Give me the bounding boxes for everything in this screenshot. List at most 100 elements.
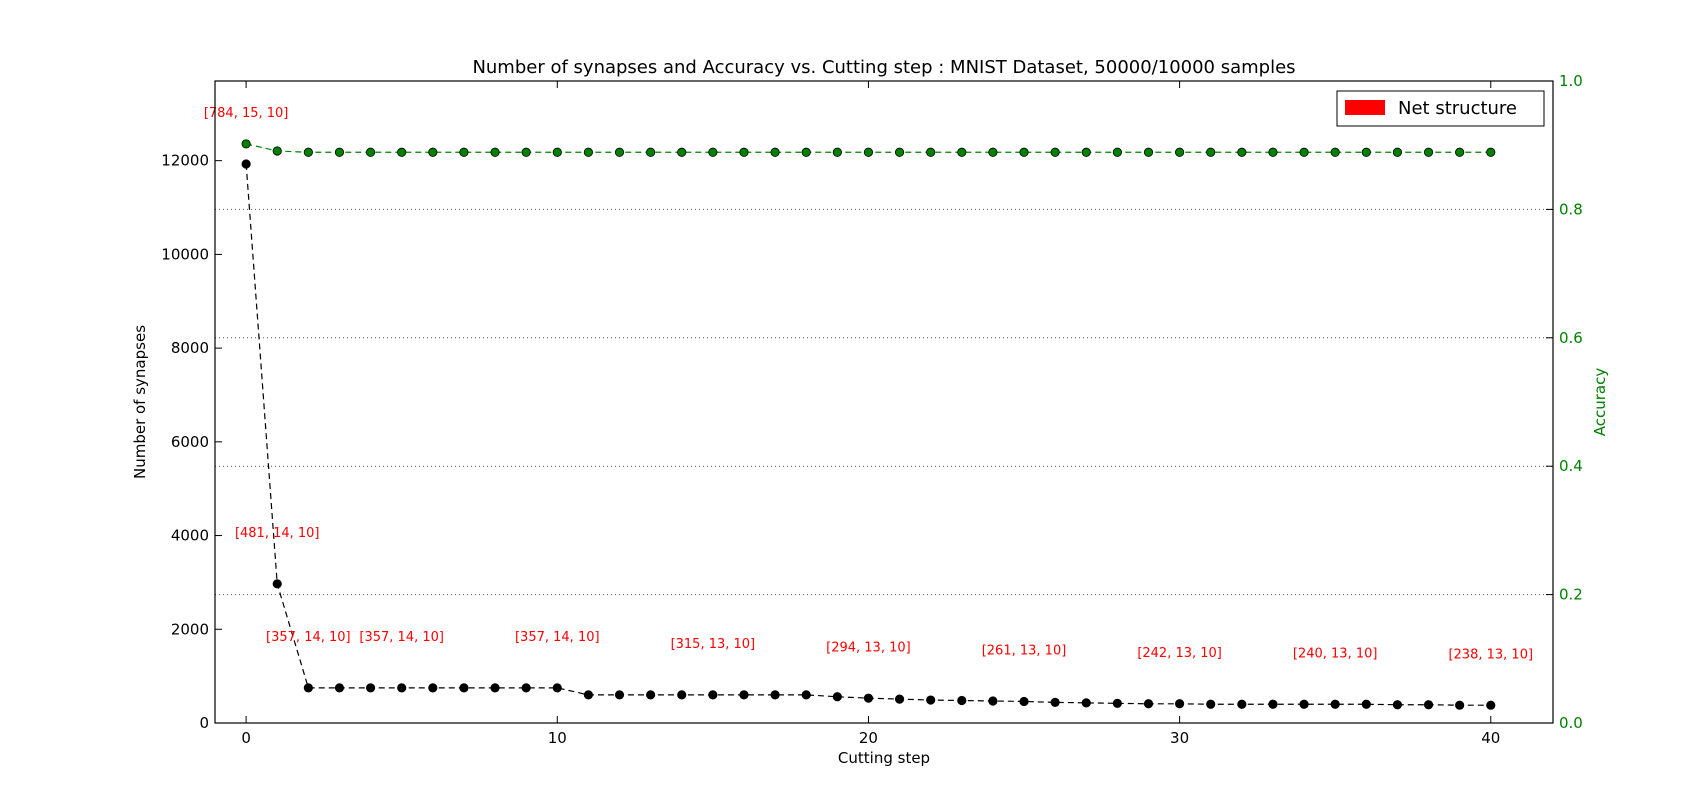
data-point [583, 147, 593, 157]
data-annotation: [357, 14, 10] [359, 630, 444, 645]
data-point [1019, 696, 1029, 707]
data-point [241, 159, 251, 169]
data-point [1112, 698, 1122, 708]
data-point [1455, 700, 1465, 710]
data-point [1019, 147, 1029, 157]
data-point [1143, 699, 1154, 709]
data-point [801, 147, 811, 157]
data-point [334, 683, 345, 693]
y-tick-label: 6000 [171, 433, 209, 451]
x-tick-label: 0 [241, 729, 251, 747]
grid-layer [215, 208, 1553, 596]
data-annotation: [261, 13, 10] [982, 644, 1067, 659]
data-annotation: [242, 13, 10] [1137, 646, 1222, 661]
y-right-tick-label: 1.0 [1559, 72, 1583, 90]
data-point [583, 690, 593, 700]
data-point [1455, 147, 1465, 157]
data-annotation: [357, 14, 10] [515, 630, 600, 645]
x-tick-label: 40 [1481, 729, 1500, 747]
y-right-tick-label: 0.8 [1559, 200, 1583, 218]
plot-frame [214, 80, 1554, 724]
y-right-tick-label: 0.4 [1559, 457, 1583, 475]
data-point [521, 683, 531, 693]
data-point [303, 147, 313, 157]
data-point [1050, 147, 1060, 157]
data-annotation: [315, 13, 10] [671, 637, 756, 652]
data-point [241, 139, 251, 149]
data-point [397, 683, 407, 693]
data-point [552, 683, 562, 693]
data-point [677, 147, 687, 157]
y-right-tick-label: 0.0 [1559, 714, 1583, 732]
data-point [272, 579, 282, 589]
data-point [739, 690, 749, 700]
data-point [1330, 699, 1340, 709]
data-annotation: [784, 15, 10] [204, 106, 289, 121]
data-point [1237, 699, 1247, 709]
data-point [334, 147, 345, 157]
y-tick-label: 10000 [161, 245, 209, 263]
data-point [926, 147, 936, 157]
data-point [1423, 147, 1434, 157]
data-point [1081, 147, 1091, 157]
chart-title: Number of synapses and Accuracy vs. Cutt… [472, 57, 1295, 78]
data-point [1143, 147, 1154, 157]
data-point [1299, 147, 1309, 157]
data-point [521, 147, 531, 157]
data-point [957, 695, 967, 706]
data-point [1237, 147, 1247, 157]
data-point [739, 147, 749, 157]
data-point [770, 690, 780, 700]
x-axis-title: Cutting step [838, 749, 930, 767]
y-tick-label: 4000 [171, 527, 209, 545]
data-point [1392, 700, 1403, 710]
data-point [428, 147, 438, 157]
data-point [1330, 147, 1340, 157]
data-point [770, 147, 780, 157]
series-layer [241, 139, 1496, 710]
data-point [272, 146, 282, 156]
data-point [677, 690, 687, 700]
y-axis-right-title: Accuracy [1591, 368, 1609, 437]
data-point [1206, 699, 1216, 709]
data-annotation: [294, 13, 10] [826, 640, 911, 655]
data-point [1268, 147, 1278, 157]
legend-label: Net structure [1398, 98, 1517, 119]
data-point [1299, 699, 1309, 709]
data-point [708, 147, 718, 157]
data-point [1175, 699, 1185, 709]
data-point [1423, 700, 1434, 710]
data-annotation: [238, 13, 10] [1448, 647, 1533, 662]
data-point [801, 690, 811, 700]
data-point [832, 147, 842, 157]
data-point [832, 692, 842, 702]
data-point [1268, 699, 1278, 709]
data-point [397, 147, 407, 157]
legend-swatch [1345, 100, 1385, 115]
y-right-tick-label: 0.6 [1559, 329, 1583, 347]
data-point [708, 690, 718, 700]
data-point [1081, 698, 1091, 708]
x-tick-label: 30 [1170, 729, 1189, 747]
data-annotation: [357, 14, 10] [266, 630, 351, 645]
data-point [459, 683, 469, 693]
data-point [926, 695, 936, 705]
data-point [646, 147, 656, 157]
data-point [428, 683, 438, 693]
y-axis-title: Number of synapses [131, 325, 149, 479]
data-point [614, 147, 625, 157]
y-tick-label: 12000 [161, 152, 209, 170]
data-point [490, 683, 500, 693]
y-tick-label: 0 [199, 714, 209, 732]
data-point [863, 693, 874, 703]
data-annotation: [481, 14, 10] [235, 526, 320, 541]
legend: Net structure [1336, 90, 1545, 127]
data-point [988, 696, 998, 706]
y-tick-label: 2000 [171, 620, 209, 638]
y-right-tick-label: 0.2 [1559, 586, 1583, 604]
data-point [1392, 147, 1403, 157]
data-point [1361, 147, 1371, 157]
data-point [1112, 147, 1122, 157]
